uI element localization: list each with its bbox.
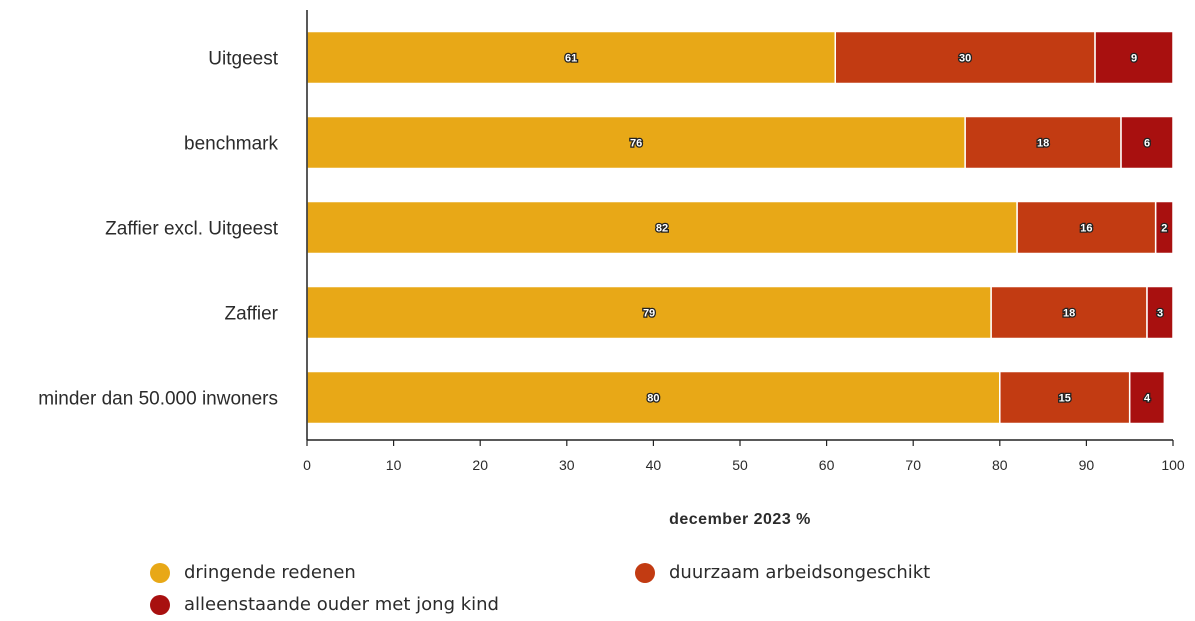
- category-label: benchmark: [184, 134, 278, 155]
- legend-label: alleenstaande ouder met jong kind: [184, 594, 499, 615]
- x-tick-label: 50: [732, 457, 748, 473]
- data-label: 16: [1080, 223, 1092, 235]
- x-tick-label: 90: [1079, 457, 1095, 473]
- bar-segment: [999, 370, 1131, 425]
- bar-segment: [1120, 115, 1174, 170]
- x-tick-label: 10: [386, 457, 402, 473]
- bar-segment: [306, 30, 837, 85]
- bar-segment: [306, 370, 1001, 425]
- legend-item-duurzaam-arbeidsongeschikt: duurzaam arbeidsongeschikt: [635, 562, 930, 583]
- x-tick-label: 60: [819, 457, 835, 473]
- data-label: 82: [656, 223, 668, 235]
- data-label: 18: [1037, 138, 1049, 150]
- legend-label: dringende redenen: [184, 562, 356, 583]
- bar-segment: [1128, 370, 1166, 425]
- x-tick-label: 40: [646, 457, 662, 473]
- x-tick-label: 80: [992, 457, 1008, 473]
- bar-segment: [1016, 200, 1157, 255]
- data-label: 2: [1161, 223, 1167, 235]
- legend-swatch: [150, 594, 170, 615]
- legend-swatch: [150, 562, 170, 583]
- category-label: minder dan 50.000 inwoners: [38, 389, 278, 410]
- bar-segment: [1094, 30, 1174, 85]
- data-label: 30: [959, 53, 971, 65]
- data-label: 4: [1144, 393, 1151, 405]
- bar-segment: [1154, 200, 1174, 255]
- data-label: 3: [1157, 308, 1163, 320]
- legend: dringende redenen duurzaam arbeidsongesc…: [150, 560, 1050, 620]
- x-tick-label: 30: [559, 457, 575, 473]
- bars-group: 61 30 9 76 18 6 82 16 2 79 18 3 80 15 4: [306, 30, 1174, 425]
- data-label: 79: [643, 308, 655, 320]
- bar-segment: [964, 115, 1122, 170]
- legend-item-alleenstaande-ouder: alleenstaande ouder met jong kind: [150, 594, 499, 615]
- legend-label: duurzaam arbeidsongeschikt: [669, 562, 931, 583]
- data-label: 6: [1144, 138, 1150, 150]
- category-label: Zaffier excl. Uitgeest: [105, 219, 279, 240]
- data-label: 9: [1131, 53, 1137, 65]
- x-tick-label: 100: [1161, 457, 1185, 473]
- legend-item-dringende-redenen: dringende redenen: [150, 562, 356, 583]
- data-label: 61: [565, 53, 577, 65]
- legend-swatch: [635, 562, 655, 583]
- data-label: 80: [647, 393, 659, 405]
- bar-segment: [306, 115, 966, 170]
- bar-segment: [306, 200, 1018, 255]
- x-tick-label: 0: [303, 457, 311, 473]
- x-axis-title: december 2023 %: [669, 511, 811, 528]
- bar-segment: [834, 30, 1096, 85]
- x-tick-label: 20: [472, 457, 488, 473]
- bar-segment: [1146, 285, 1174, 340]
- bar-segment: [990, 285, 1148, 340]
- data-label: 15: [1059, 393, 1071, 405]
- x-tick-label: 70: [905, 457, 921, 473]
- data-label: 18: [1063, 308, 1075, 320]
- category-label: Uitgeest: [208, 49, 278, 70]
- stacked-bar-chart: 61 30 9 76 18 6 82 16 2 79 18 3 80 15 4 Uitgeest benchm…: [38, 10, 1185, 528]
- axes-group: Uitgeest benchmark Zaffier excl. Uitgeest Z…: [38, 10, 1185, 473]
- data-label: 76: [630, 138, 642, 150]
- category-label: Zaffier: [224, 304, 278, 325]
